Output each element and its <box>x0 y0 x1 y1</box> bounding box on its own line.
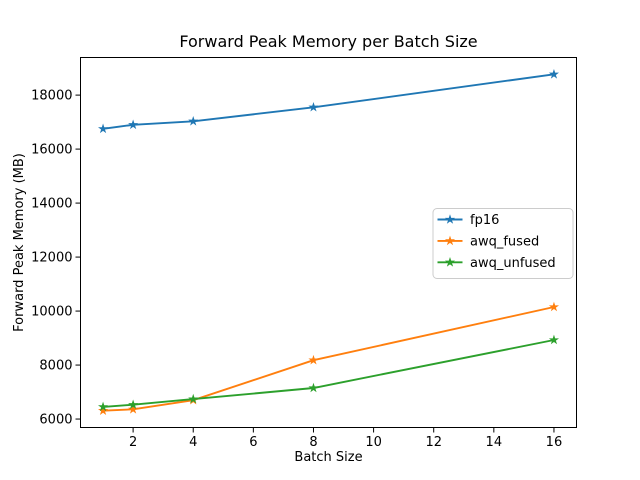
x-tick-label: 14 <box>486 435 503 450</box>
legend-marker-awq_fused <box>444 235 456 246</box>
x-tick-label: 12 <box>425 435 442 450</box>
plot-content: 2 4 6 8 10 12 14 16 6000 8000 10000 12000 14000 16000… <box>31 57 577 450</box>
series-marker-fp16 <box>98 123 109 134</box>
series-marker-awq_fused <box>308 354 319 365</box>
series-marker-fp16 <box>548 69 559 79</box>
legend-marker-awq_unfused <box>444 257 456 267</box>
series-marker-fp16 <box>128 119 139 130</box>
legend-box <box>432 208 574 279</box>
series-line-fp16 <box>102 73 555 130</box>
series-line-awq_fused <box>102 306 555 412</box>
y-tick-label: 14000 <box>31 197 72 212</box>
series-marker-fp16 <box>188 115 199 126</box>
x-axis-label: Batch Size <box>294 450 362 465</box>
series-marker-fp16 <box>308 101 319 112</box>
plot-frame <box>80 57 577 428</box>
legend-label-awq_fused: awq_fused <box>470 234 539 249</box>
x-tick-label: 8 <box>309 435 317 450</box>
x-tick-label: 2 <box>129 435 137 450</box>
series-line-awq_unfused <box>102 339 555 408</box>
y-tick-label: 16000 <box>31 143 72 158</box>
series-marker-awq_fused <box>128 404 139 414</box>
x-tick-label: 16 <box>546 435 563 450</box>
legend-marker-fp16 <box>444 214 456 224</box>
series-marker-awq_unfused <box>98 401 109 412</box>
series-marker-awq_fused <box>548 301 559 312</box>
chart-title: Forward Peak Memory per Batch Size <box>179 32 477 51</box>
y-tick-label: 12000 <box>31 251 72 266</box>
x-tick-label: 4 <box>189 435 197 450</box>
legend-label-fp16: fp16 <box>470 213 499 228</box>
y-axis-label: Forward Peak Memory (MB) <box>12 153 27 332</box>
series-marker-awq_unfused <box>128 399 139 410</box>
y-tick-label: 6000 <box>39 413 72 428</box>
y-tick-label: 10000 <box>31 305 72 320</box>
legend-label-awq_unfused: awq_unfused <box>470 256 556 271</box>
x-tick-label: 6 <box>249 435 257 450</box>
series-marker-awq_unfused <box>308 382 319 393</box>
series-marker-awq_fused <box>98 405 109 415</box>
x-tick-label: 10 <box>365 435 382 450</box>
y-tick-label: 8000 <box>39 359 72 374</box>
y-tick-label: 18000 <box>31 89 72 104</box>
series-marker-awq_unfused <box>188 393 199 404</box>
series-marker-awq_unfused <box>548 334 559 345</box>
